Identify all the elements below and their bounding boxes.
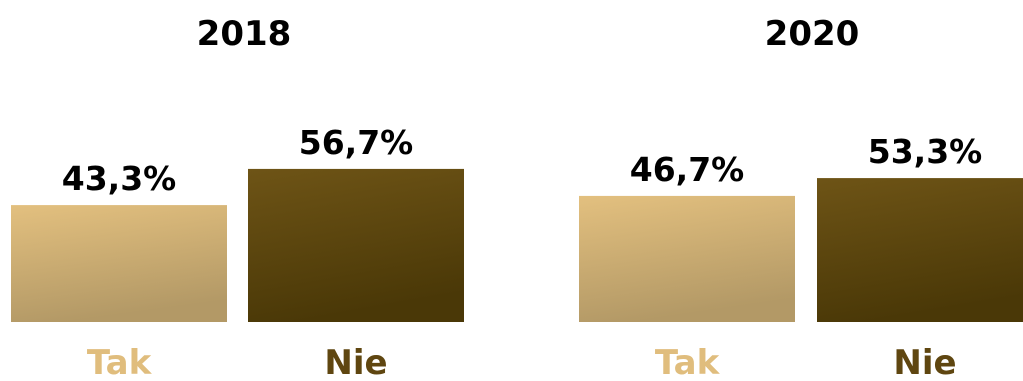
bar-2020-tak (579, 195, 795, 322)
category-label-2018-tak: Tak (87, 343, 153, 381)
value-label-2020-tak: 46,7% (630, 150, 745, 189)
value-label-2018-tak: 43,3% (62, 159, 177, 198)
value-label-2018-nie: 56,7% (299, 123, 414, 162)
chart-title-1: 2020 (765, 14, 860, 54)
value-label-2020-nie: 53,3% (868, 132, 983, 171)
category-label-2018-nie: Nie (324, 343, 387, 381)
chart-title-0: 2018 (197, 14, 292, 54)
bar-2018-nie (248, 168, 464, 322)
category-label-2020-tak: Tak (655, 343, 721, 381)
bar-2018-tak (11, 205, 227, 322)
category-label-2020-nie: Nie (893, 343, 956, 381)
bar-2020-nie (817, 178, 1023, 322)
